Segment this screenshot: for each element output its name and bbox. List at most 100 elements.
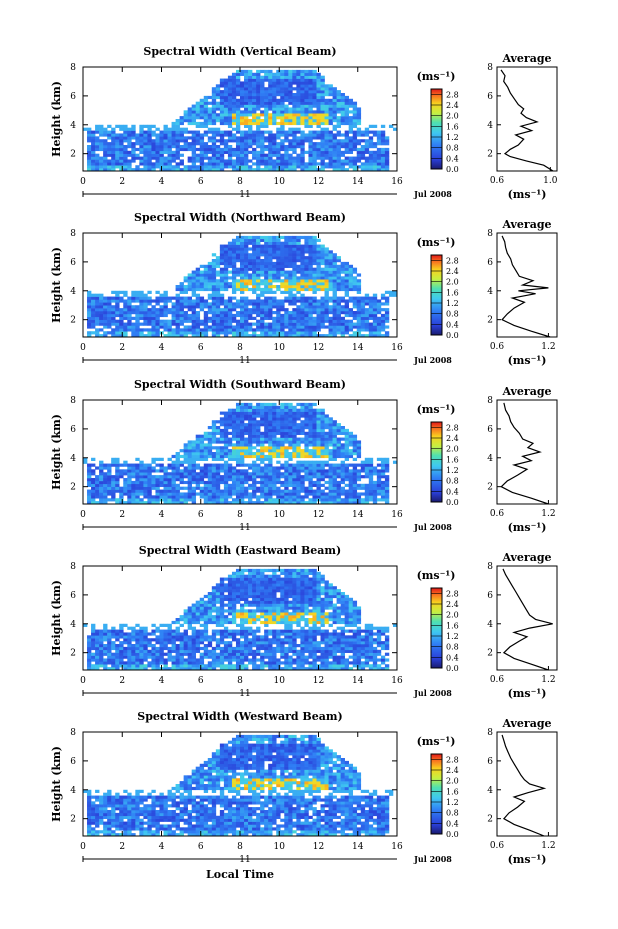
- heatmap-cell: [260, 449, 265, 453]
- heatmap-cell: [175, 299, 180, 303]
- heatmap-cell: [256, 116, 261, 120]
- heatmap-cell: [340, 142, 345, 146]
- heatmap-cell: [115, 319, 120, 323]
- heatmap-cell: [155, 299, 160, 303]
- heatmap-cell: [264, 308, 269, 312]
- heatmap-cell: [308, 75, 313, 79]
- heatmap-cell: [147, 328, 152, 332]
- heatmap-cell: [91, 457, 96, 461]
- heatmap-cell: [352, 501, 358, 505]
- heatmap-cell: [103, 316, 108, 320]
- heatmap-cell: [284, 322, 289, 326]
- heatmap-cell: [211, 290, 217, 294]
- heatmap-cell: [248, 440, 253, 444]
- heatmap-cell: [139, 322, 144, 326]
- heatmap-cell: [87, 136, 92, 140]
- heatmap-cell: [264, 90, 269, 94]
- heatmap-cell: [360, 305, 366, 309]
- heatmap-cell: [272, 411, 277, 415]
- heatmap-cell: [244, 98, 249, 102]
- heatmap-cell: [268, 489, 273, 493]
- heatmap-cell: [268, 250, 273, 254]
- heatmap-cell: [199, 98, 205, 102]
- heatmap-cell: [276, 279, 281, 283]
- heatmap-cell: [211, 168, 217, 172]
- heatmap-cell: [248, 449, 253, 453]
- heatmap-cell: [292, 127, 297, 131]
- heatmap-cell: [312, 87, 317, 91]
- heatmap-cell: [356, 113, 362, 117]
- heatmap-cell: [223, 261, 229, 266]
- heatmap-cell: [252, 121, 257, 126]
- heatmap-cell: [256, 475, 261, 479]
- heatmap-cell: [284, 440, 289, 444]
- heatmap-cell: [320, 492, 325, 496]
- heatmap-cell: [179, 302, 184, 306]
- heatmap-cell: [107, 305, 112, 309]
- heatmap-cell: [316, 282, 321, 286]
- heatmap-cell: [235, 69, 241, 74]
- heatmap-cell: [324, 475, 329, 479]
- heatmap-cell: [332, 428, 337, 433]
- heatmap-cell: [227, 259, 233, 263]
- heatmap-cell: [328, 423, 333, 427]
- heatmap-cell: [215, 290, 221, 294]
- heatmap-cell: [312, 235, 317, 240]
- heatmap-cell: [328, 469, 333, 473]
- heatmap-cell: [131, 475, 136, 479]
- heatmap-cell: [171, 483, 176, 487]
- heatmap-cell: [103, 501, 108, 505]
- heatmap-cell: [336, 469, 341, 473]
- heatmap-cell: [340, 121, 345, 126]
- heatmap-cell: [312, 119, 317, 123]
- heatmap-cell: [280, 267, 285, 271]
- heatmap-cell: [91, 168, 96, 172]
- heatmap-cell: [276, 420, 281, 424]
- heatmap-cell: [240, 463, 245, 467]
- heatmap-cell: [272, 150, 277, 154]
- heatmap-cell: [324, 261, 329, 266]
- heatmap-cell: [99, 486, 104, 490]
- heatmap-cell: [119, 145, 124, 149]
- heatmap-cell: [171, 489, 176, 493]
- heatmap-cell: [256, 325, 261, 329]
- heatmap-cell: [111, 168, 116, 172]
- heatmap-cell: [320, 426, 325, 430]
- heatmap-cell: [199, 282, 205, 286]
- heatmap-cell: [284, 276, 289, 280]
- heatmap-cell: [240, 282, 245, 286]
- heatmap-cell: [139, 478, 144, 482]
- heatmap-cell: [211, 90, 217, 94]
- heatmap-cell: [276, 121, 281, 126]
- heatmap-cell: [276, 460, 281, 464]
- heatmap-cell: [103, 478, 108, 482]
- heatmap-cell: [332, 93, 337, 97]
- heatmap-cell: [264, 411, 269, 415]
- heatmap-cell: [183, 305, 188, 309]
- heatmap-cell: [276, 90, 281, 94]
- heatmap-cell: [179, 322, 184, 326]
- heatmap-cell: [324, 495, 329, 499]
- heatmap-cell: [240, 145, 245, 149]
- heatmap-cell: [103, 322, 108, 326]
- heatmap-cell: [316, 492, 321, 496]
- heatmap-cell: [227, 253, 233, 257]
- heatmap-cell: [207, 452, 213, 456]
- heatmap-cell: [227, 483, 233, 487]
- heatmap-cell: [215, 168, 221, 172]
- heatmap-cell: [280, 334, 285, 338]
- heatmap-cell: [135, 319, 140, 323]
- heatmap-cell: [252, 431, 257, 435]
- heatmap-cell: [171, 159, 176, 163]
- heatmap-cell: [211, 150, 217, 154]
- heatmap-cell: [215, 483, 221, 487]
- heatmap-cell: [223, 139, 229, 143]
- heatmap-cell: [372, 162, 378, 166]
- heatmap-cell: [268, 431, 273, 435]
- heatmap-cell: [296, 276, 301, 280]
- heatmap-cell: [312, 437, 317, 441]
- heatmap-cell: [187, 276, 192, 280]
- heatmap-cell: [151, 142, 156, 146]
- heatmap-cell: [340, 165, 345, 169]
- heatmap-cell: [203, 322, 209, 326]
